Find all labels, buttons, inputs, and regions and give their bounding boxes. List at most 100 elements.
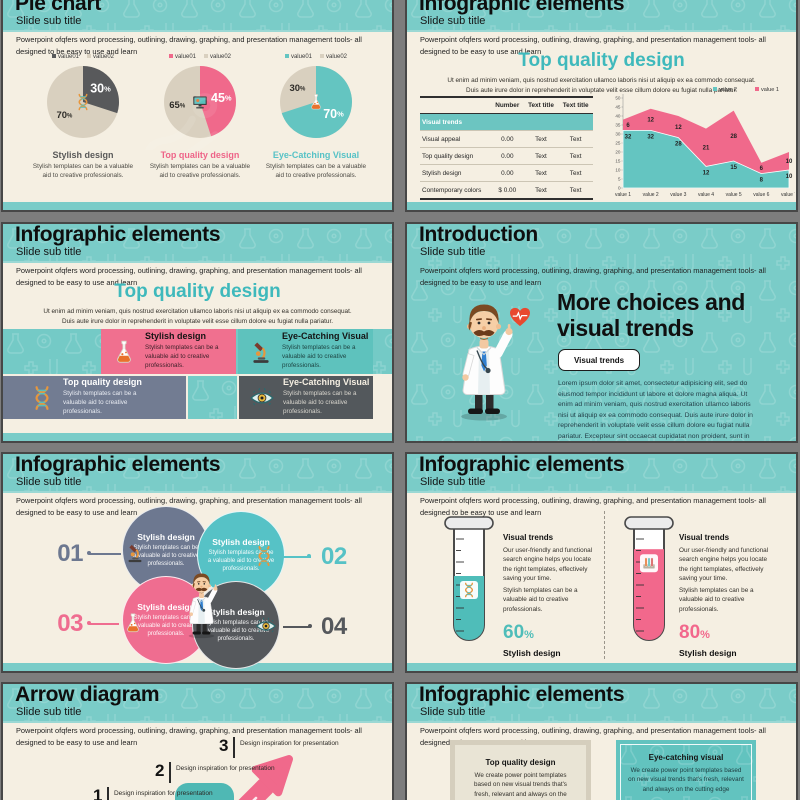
svg-text:45%: 45% [211,91,232,105]
slide-footer [3,663,392,671]
svg-text:30%: 30% [90,82,111,96]
svg-text:65%: 65% [169,100,186,111]
medical-icon-pattern [3,433,392,441]
table-row: Contemporary colors $ 0.00 Text Text [420,181,593,200]
svg-text:70%: 70% [56,110,73,121]
step-number: 02 [321,543,347,570]
medical-icon-pattern [407,202,796,210]
svg-text:12: 12 [647,118,654,124]
step-text: Design inspiration for presentation [175,765,275,772]
slide-footer [3,202,392,210]
svg-text:value 2: value 2 [643,192,659,198]
slide-body-text: Powerpoint ofqfers word processing, outl… [16,496,362,517]
test-tube [624,516,674,641]
table-cell: Text [523,147,559,165]
card-heading: Top quality design [485,758,556,767]
slide-header: Infographic elements Slide sub title [3,454,392,493]
tube-text-column: Visual trends Our user-friendly and func… [503,533,600,658]
pie-legend: value01 value02 [23,52,143,61]
table-cell: Stylish design [420,164,491,182]
tube-heading: Visual trends [503,533,554,542]
slide-title: Infographic elements [419,684,625,706]
step-number: 04 [321,613,347,640]
flask-icon [111,339,137,365]
slide-pie-chart: Pie chart Slide sub title Powerpoint ofq… [1,0,394,212]
legend-item: value01 [51,53,79,60]
intro-big-title: More choices and visual trends [557,289,745,341]
tube-text-column: Visual trends Our user-friendly and func… [679,533,776,658]
feature-box-content: Stylish design Stylish templates can be … [145,331,233,370]
tube-paragraph: Stylish templates can be a valuable aid … [503,587,578,613]
teal-pattern-bg [407,224,796,441]
svg-text:value 2: value 2 [719,87,737,93]
heart-pulse-icon [509,307,531,327]
feature-box: Stylish design Stylish templates can be … [101,329,236,374]
slide-subtitle: Slide sub title [16,15,82,27]
pie-column: value01 value02 45% 65% Top quality desi… [140,52,260,181]
slide-header: Introduction Slide sub title [407,224,796,261]
feature-box-title: Eye-Catching Visual [283,377,370,388]
circle-text: Stylish templates can be a valuable aid … [132,614,200,638]
card-text: We create power point templates based on… [474,772,567,798]
table-cell: Text [558,181,593,200]
slide-subtitle: Slide sub title [16,476,82,488]
eye-icon [255,615,277,637]
step-number: 1 [93,786,103,800]
svg-text:10: 10 [786,159,793,165]
svg-text:value 6: value 6 [753,192,769,198]
circle-text: Stylish templates can be a valuable aid … [207,549,275,573]
svg-text:30: 30 [615,132,621,137]
svg-text:20: 20 [615,150,621,155]
slide-footer [3,433,392,441]
circle-title: Stylish design [212,536,270,547]
arrow-step: 1 Design inspiration for presentation [93,787,224,800]
medical-icon-pattern [616,740,756,800]
table-row: Visual appeal 0.00 Text Text [420,130,593,148]
svg-text:value 7: value 7 [781,192,795,198]
svg-text:28: 28 [730,134,737,140]
svg-text:21: 21 [703,146,710,152]
test-tube [444,516,494,641]
svg-text:40: 40 [615,114,621,119]
step-number: 03 [57,610,83,637]
teal-patch [188,376,237,419]
slide-arrow-diagram: Arrow diagram Slide sub title Powerpoint… [1,682,394,800]
step-divider [107,787,109,800]
table-header-cell: Text title [523,96,559,114]
feature-box-text: Stylish templates can be a valuable aid … [145,344,219,369]
medical-icon-pattern [3,663,392,671]
card-inner-border [620,744,752,800]
pie-caption: Stylish design [52,150,114,160]
slide-body: Powerpoint ofqfers word processing, outl… [3,723,392,800]
table-cell: Text [558,130,593,148]
eye-icon [249,385,275,411]
slide-body-text: Powerpoint ofqfers word processing, outl… [16,726,362,747]
feature-box: Eye-Catching Visual Stylish templates ca… [238,329,373,374]
card-text: We create power point templates based on… [628,767,744,793]
slide-footer [407,202,796,210]
connector-line [89,623,119,625]
slide-body: Powerpoint ofqfers word processing, outl… [3,263,392,433]
dashed-divider [604,511,605,659]
step-number: 01 [57,540,83,567]
circle-title: Stylish design [137,531,195,542]
circle-title: Stylish design [207,606,265,617]
circle-title: Stylish design [137,601,195,612]
slide-body: Powerpoint ofqfers word processing, outl… [3,32,392,202]
svg-text:35: 35 [615,123,621,128]
circle-text: Stylish templates can be a valuable aid … [132,544,200,568]
pie-column: value01 value02 30% 70% Stylish design S… [23,52,143,181]
pie-chart: 45% 65% [164,66,237,138]
feature-box-content: Top quality design Stylish templates can… [63,377,151,416]
table-cell: Text [558,147,593,165]
slide-body: Powerpoint ofqfers word processing, outl… [407,32,796,202]
pie-chart: 30% 70% [47,66,120,138]
slide-title: Infographic elements [419,0,625,15]
pie-caption: Eye-Catching Visual [272,150,360,160]
legend-item: value01 [168,53,196,60]
chart-legend: value 2 value 1 [713,87,779,93]
svg-text:10: 10 [615,168,621,173]
table-cell: Text [558,164,593,182]
feature-box: Top quality design Stylish templates can… [3,376,186,419]
